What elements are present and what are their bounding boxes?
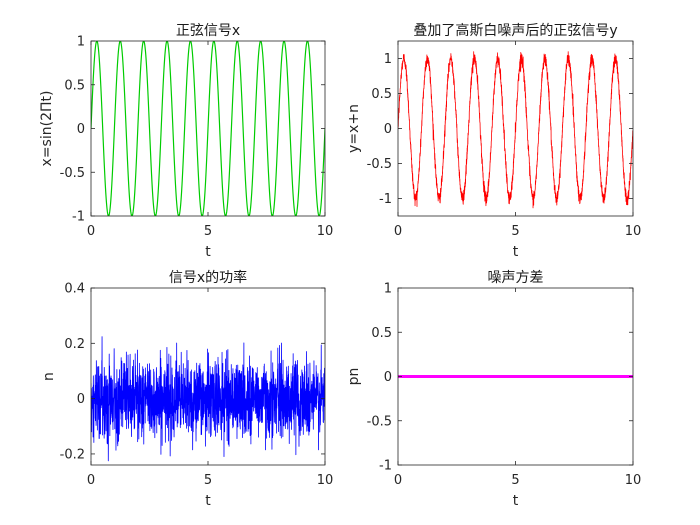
subplot-2: 0 5 10 -1 -0.5 0 0.5 1 叠加了高斯白噪声后的正弦信号y t y=x+n xyxy=(346,22,641,260)
y-tick-label: -0.5 xyxy=(367,157,392,172)
subplot-title: 叠加了高斯白噪声后的正弦信号y xyxy=(413,22,617,39)
y-tick-label: 0.5 xyxy=(371,87,392,102)
y-tick-label: -1 xyxy=(379,192,392,207)
y-tick-label: 0 xyxy=(384,370,392,385)
y-tick-label: 0.4 xyxy=(64,282,85,297)
subplot-title: 信号x的功率 xyxy=(169,269,247,286)
y-tick-label: 0.5 xyxy=(64,78,85,93)
x-tick-label: 0 xyxy=(394,224,402,239)
y-tick-label: 0 xyxy=(77,122,85,137)
subplot-1: 0 5 10 -1 -0.5 0 0.5 1 正弦信号x t x=sin(2Πt) xyxy=(39,23,333,260)
y-tick-label: 0 xyxy=(384,122,392,137)
y-tick-label: -0.2 xyxy=(60,447,85,462)
y-tick-label: 0 xyxy=(77,392,85,407)
x-tick-label: 0 xyxy=(87,224,95,239)
y-axis-label: pn xyxy=(346,368,362,386)
y-axis-label: n xyxy=(41,372,57,381)
x-tick-label: 10 xyxy=(625,224,642,239)
x-tick-label: 10 xyxy=(317,224,334,239)
series-line xyxy=(91,336,325,462)
y-axis-label: x=sin(2Πt) xyxy=(39,91,55,167)
subplot-4: 0 5 10 -1 -0.5 0 0.5 1 噪声方差 t pn xyxy=(346,270,641,509)
y-tick-label: 0.5 xyxy=(371,326,392,341)
x-axis-label: t xyxy=(513,244,519,260)
subplot-title: 噪声方差 xyxy=(488,270,544,286)
y-tick-label: -1 xyxy=(72,210,85,225)
series-line xyxy=(91,41,325,216)
x-tick-label: 5 xyxy=(511,224,519,239)
x-axis-label: t xyxy=(205,493,211,509)
x-tick-label: 0 xyxy=(394,473,402,488)
x-axis-label: t xyxy=(513,493,519,509)
subplot-title: 正弦信号x xyxy=(176,23,240,39)
series-line xyxy=(398,51,633,209)
x-tick-label: 10 xyxy=(625,473,642,488)
x-tick-label: 10 xyxy=(317,473,334,488)
x-tick-label: 5 xyxy=(511,473,519,488)
x-tick-label: 5 xyxy=(204,224,212,239)
y-tick-label: 1 xyxy=(384,52,392,67)
x-axis-label: t xyxy=(205,244,211,260)
x-tick-label: 0 xyxy=(87,473,95,488)
y-tick-label: 1 xyxy=(77,35,85,50)
y-tick-label: 1 xyxy=(384,282,392,297)
y-tick-label: -1 xyxy=(379,459,392,474)
y-tick-label: 0.2 xyxy=(64,337,85,352)
y-tick-label: -0.5 xyxy=(367,414,392,429)
y-axis-label: y=x+n xyxy=(346,104,362,153)
y-tick-label: -0.5 xyxy=(60,166,85,181)
x-tick-label: 5 xyxy=(204,473,212,488)
